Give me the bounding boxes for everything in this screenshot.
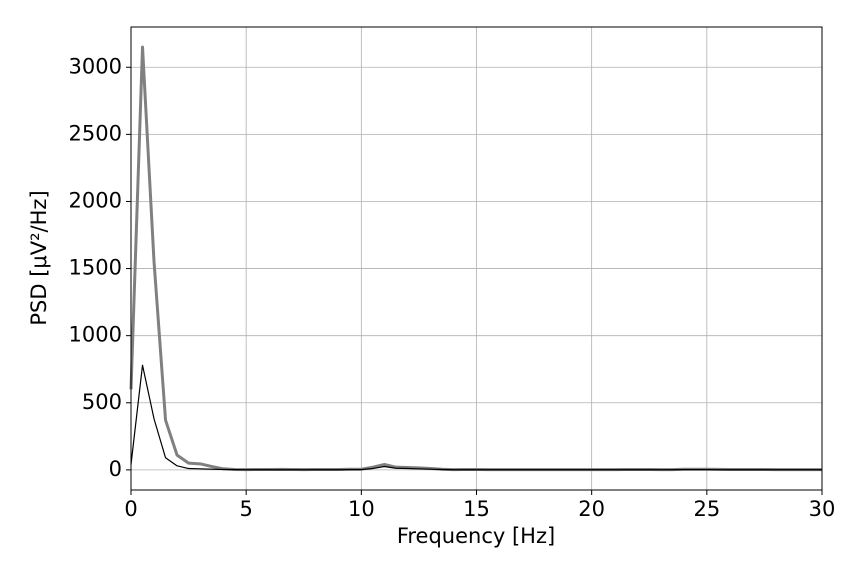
data-line bbox=[130, 364, 822, 471]
plot-frame bbox=[130, 26, 823, 491]
y-tick-label: 2000 bbox=[69, 188, 122, 212]
x-tick-label: 10 bbox=[348, 497, 375, 521]
x-tick-label: 25 bbox=[693, 497, 720, 521]
x-tick-label: 30 bbox=[809, 497, 836, 521]
x-tick-label: 15 bbox=[463, 497, 490, 521]
x-axis-label: Frequency [Hz] bbox=[397, 524, 555, 548]
y-tick-label: 2500 bbox=[69, 121, 122, 145]
y-axis-label: PSD [μV²/Hz] bbox=[27, 190, 51, 325]
y-tick-label: 500 bbox=[82, 390, 122, 414]
y-tick-label: 0 bbox=[109, 457, 122, 481]
x-tick-label: 5 bbox=[239, 497, 252, 521]
y-tick-label: 1000 bbox=[69, 323, 122, 347]
x-tick-label: 0 bbox=[124, 497, 137, 521]
y-tick-label: 3000 bbox=[69, 54, 122, 78]
y-tick-label: 1500 bbox=[69, 256, 122, 280]
x-tick-label: 20 bbox=[578, 497, 605, 521]
